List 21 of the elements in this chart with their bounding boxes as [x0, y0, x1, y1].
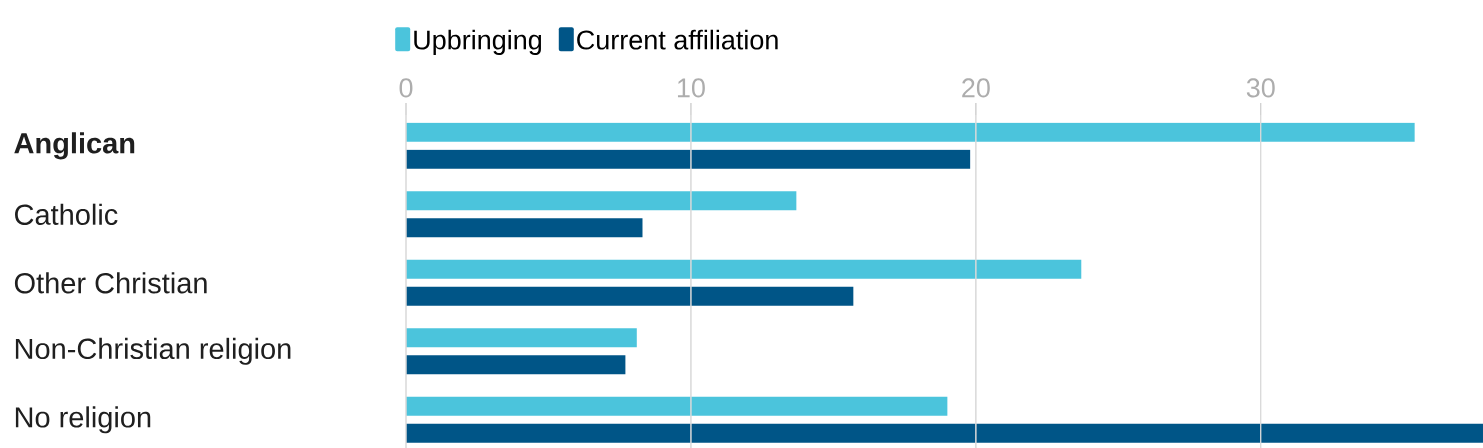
- x-tick-label: 10: [677, 78, 705, 98]
- legend-label: Current affiliation: [577, 29, 778, 50]
- x-tick-label: 30: [1246, 78, 1275, 98]
- x-tick-label: 20: [962, 78, 990, 98]
- bar: [406, 355, 626, 375]
- x-tick-label: 0: [399, 78, 413, 98]
- y-tick-label: Other Christian: [14, 272, 207, 294]
- bar: [406, 259, 1082, 279]
- bar: [406, 396, 948, 416]
- bar: [406, 423, 1483, 443]
- y-tick-label: Anglican: [14, 132, 135, 160]
- legend-label: Upbringing: [414, 29, 542, 55]
- bar: [406, 149, 971, 169]
- y-tick-label: Catholic: [15, 203, 118, 225]
- bar: [406, 122, 1415, 142]
- bar: [406, 328, 637, 348]
- bar: [406, 191, 797, 211]
- bar: [406, 286, 854, 306]
- y-tick-label: Non-Christian religion: [15, 337, 291, 365]
- y-tick-label: No religion: [15, 406, 151, 434]
- bar: [406, 218, 643, 238]
